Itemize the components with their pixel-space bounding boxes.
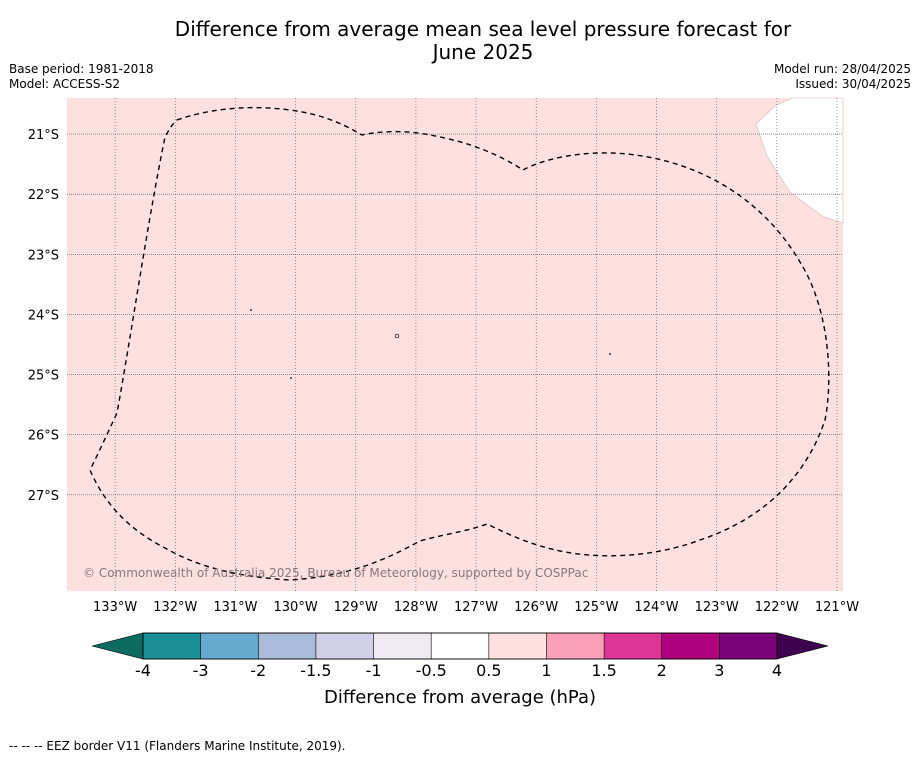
colorbar-bins [142,632,778,660]
island-mark [394,333,400,339]
anomaly-field [67,98,843,591]
base-period: Base period: 1981-2018 [9,62,154,76]
colorbar-bin [257,632,317,660]
longitude-tick-labels: 133°W 132°W 131°W 130°W 129°W 128°W 127°W 126°W… [93,600,859,615]
latitude-label: 22°S [28,188,59,203]
colorbar-bin [315,632,375,660]
longitude-label: 125°W [574,600,618,615]
eez-legend-footnote: -- -- -- EEZ border V11 (Flanders Marine… [9,739,346,753]
longitude-label: 128°W [394,600,438,615]
colorbar-outline [142,632,778,660]
colorbar-bin [142,632,202,660]
colorbar-high-extend [776,632,829,660]
longitude-label: 127°W [454,600,498,615]
colorbar-tick-label: -3 [193,661,209,680]
title-line-1: Difference from average mean sea level p… [174,17,792,41]
longitude-label: 126°W [514,600,558,615]
latitude-label: 23°S [28,248,59,263]
colorbar-tick-label: 0.5 [476,661,501,680]
colorbar-bin [373,632,432,660]
longitude-label: 122°W [755,600,799,615]
title-line-2: June 2025 [432,40,534,64]
colorbar-label: Difference from average (hPa) [324,687,596,708]
island-mark [250,309,252,311]
colorbar-tick-label: 1.5 [591,661,616,680]
colorbar-tick-label: 4 [772,661,782,680]
map-panel: © Commonwealth of Australia 2025, Bureau… [28,97,859,615]
colorbar-tick-label: 3 [714,661,724,680]
colorbar-bin [603,632,663,660]
island-mark [290,377,292,379]
colorbar: -4 -3 -2 -1.5 -1 -0.5 0.5 1 1.5 2 3 4 Difference fr… [91,632,829,708]
chart-title: Difference from average mean sea level p… [0,18,919,64]
longitude-label: 133°W [93,600,137,615]
colorbar-low-extend [91,632,144,660]
latitude-label: 26°S [28,429,59,444]
latitude-label: 25°S [28,369,59,384]
colorbar-tick-label: -0.5 [416,661,447,680]
latitude-label: 27°S [28,489,59,504]
colorbar-tick-label: -1 [366,661,382,680]
colorbar-bin [661,632,721,660]
colorbar-bin [488,632,548,660]
longitude-label: 131°W [213,600,257,615]
colorbar-tick-label: -1.5 [300,661,331,680]
colorbar-tick-label: -2 [250,661,266,680]
colorbar-tick-labels: -4 -3 -2 -1.5 -1 -0.5 0.5 1 1.5 2 3 4 [135,661,782,680]
longitude-label: 132°W [153,600,197,615]
island-mark [609,353,611,355]
model-name: Model: ACCESS-S2 [9,77,121,91]
eez-border [89,106,830,581]
graticule [67,98,843,591]
issued-date: Issued: 30/04/2025 [795,77,911,91]
latitude-tick-labels: 21°S 22°S 23°S 24°S 25°S 26°S 27°S [28,128,59,504]
colorbar-bin [546,632,605,660]
colorbar-tick-label: 2 [657,661,667,680]
longitude-label: 129°W [334,600,378,615]
latitude-label: 21°S [28,128,59,143]
longitude-label: 130°W [274,600,318,615]
colorbar-bin [430,632,490,660]
colorbar-bin [200,632,260,660]
colorbar-bin [719,632,778,660]
longitude-label: 124°W [634,600,678,615]
copyright-text: © Commonwealth of Australia 2025, Bureau… [83,566,588,580]
model-run: Model run: 28/04/2025 [773,62,911,76]
longitude-label: 123°W [695,600,739,615]
longitude-label: 121°W [815,600,859,615]
colorbar-tick-label: -4 [135,661,151,680]
colorbar-tick-label: 1 [541,661,551,680]
land-area [755,97,844,224]
latitude-label: 24°S [28,308,59,323]
small-islands [250,309,611,379]
metadata-left: Base period: 1981-2018 Model: ACCESS-S2 [9,62,154,92]
metadata-right: Model run: 28/04/2025 Issued: 30/04/2025 [774,62,911,92]
